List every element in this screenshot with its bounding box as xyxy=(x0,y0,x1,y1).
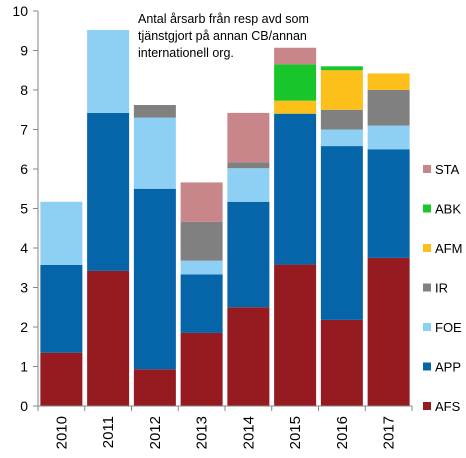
y-tick-label: 0 xyxy=(20,398,28,414)
bar-segment-app-2014 xyxy=(227,201,270,308)
bar-segment-abk-2016 xyxy=(320,66,363,71)
bar-segment-sta-2015 xyxy=(274,47,317,65)
y-tick-label: 6 xyxy=(20,161,28,177)
x-tick-label-2016: 2016 xyxy=(334,416,351,449)
legend-swatch-foe xyxy=(423,323,431,331)
bar-segment-afs-2015 xyxy=(274,264,317,406)
legend-label-sta: STA xyxy=(435,162,460,177)
annotation-line-3: internationell org. xyxy=(138,46,234,60)
bar-segment-foe-2014 xyxy=(227,168,270,202)
x-tick-label-2014: 2014 xyxy=(240,416,257,449)
y-tick-label: 10 xyxy=(12,3,28,19)
x-tick-label-2015: 2015 xyxy=(287,416,304,449)
x-tick-label-2013: 2013 xyxy=(194,416,211,449)
bar-segment-ir-2017 xyxy=(367,90,410,126)
bar-segment-foe-2013 xyxy=(180,260,223,275)
y-tick-label: 3 xyxy=(20,280,28,296)
y-tick-label: 8 xyxy=(20,82,28,98)
bar-segment-afs-2011 xyxy=(87,270,130,406)
bar-segment-afm-2017 xyxy=(367,73,410,90)
y-tick-label: 9 xyxy=(20,43,28,59)
bar-segment-afs-2014 xyxy=(227,307,270,406)
bar-segment-afs-2010 xyxy=(40,352,83,406)
bar-segment-ir-2013 xyxy=(180,221,223,261)
bar-segment-afm-2016 xyxy=(320,70,363,110)
legend: STA ABK AFM IR FOE APP AFS xyxy=(423,162,462,414)
legend-swatch-sta xyxy=(423,165,431,173)
bar-segment-sta-2014 xyxy=(227,112,270,163)
y-tick-label: 2 xyxy=(20,319,28,335)
legend-swatch-app xyxy=(423,362,431,371)
bar-segment-afs-2017 xyxy=(367,257,410,406)
bar-segment-app-2013 xyxy=(180,274,223,333)
y-tick-label: 7 xyxy=(20,122,28,138)
bar-segment-sta-2013 xyxy=(180,182,223,222)
y-tick-label: 4 xyxy=(20,240,28,256)
axes-group: 0 1 2 3 4 5 6 7 8 9 10 2010 2011 2012 2013 2014 2015 2016… xyxy=(12,3,413,449)
bar-segment-afs-2016 xyxy=(320,319,363,406)
legend-label-foe: FOE xyxy=(435,320,462,335)
bar-segment-app-2011 xyxy=(87,112,130,271)
bar-segment-afm-2015 xyxy=(274,100,317,114)
annotation-line-2: tjänstgjort på annan CB/annan xyxy=(138,29,307,43)
bar-segment-app-2017 xyxy=(367,149,410,258)
legend-swatch-afs xyxy=(423,402,431,410)
bar-segment-foe-2012 xyxy=(133,117,176,189)
bar-segment-ir-2012 xyxy=(133,105,176,118)
bars-group xyxy=(40,29,410,406)
legend-label-afm: AFM xyxy=(435,241,462,256)
bar-segment-foe-2017 xyxy=(367,125,410,150)
y-tick-label: 5 xyxy=(20,201,28,217)
bar-segment-afs-2013 xyxy=(180,332,223,406)
legend-label-abk: ABK xyxy=(435,202,461,217)
annotation-line-1: Antal årsarb från resp avd som xyxy=(138,12,309,26)
bar-segment-ir-2016 xyxy=(320,109,363,130)
x-tick-label-2010: 2010 xyxy=(53,416,70,449)
x-tick-label-2017: 2017 xyxy=(381,416,398,449)
bar-segment-abk-2015 xyxy=(274,64,317,101)
legend-swatch-afm xyxy=(423,244,431,252)
bar-segment-foe-2011 xyxy=(87,29,130,113)
legend-label-ir: IR xyxy=(435,281,448,296)
legend-label-app: APP xyxy=(435,360,461,375)
legend-label-afs: AFS xyxy=(435,399,461,414)
bar-segment-app-2010 xyxy=(40,264,83,353)
legend-swatch-abk xyxy=(423,204,431,213)
bar-segment-ir-2014 xyxy=(227,162,270,169)
bar-segment-foe-2010 xyxy=(40,201,83,265)
bar-segment-afs-2012 xyxy=(133,369,176,406)
x-tick-label-2012: 2012 xyxy=(147,416,164,449)
bar-segment-app-2016 xyxy=(320,146,363,320)
bar-segment-app-2012 xyxy=(133,188,176,370)
bar-segment-app-2015 xyxy=(274,113,317,265)
legend-swatch-ir xyxy=(423,283,431,292)
y-tick-label: 1 xyxy=(20,359,28,375)
x-tick-label-2011: 2011 xyxy=(100,416,117,448)
bar-segment-foe-2016 xyxy=(320,129,363,147)
chart-annotation: Antal årsarb från resp avd som tjänstgjo… xyxy=(138,11,368,62)
